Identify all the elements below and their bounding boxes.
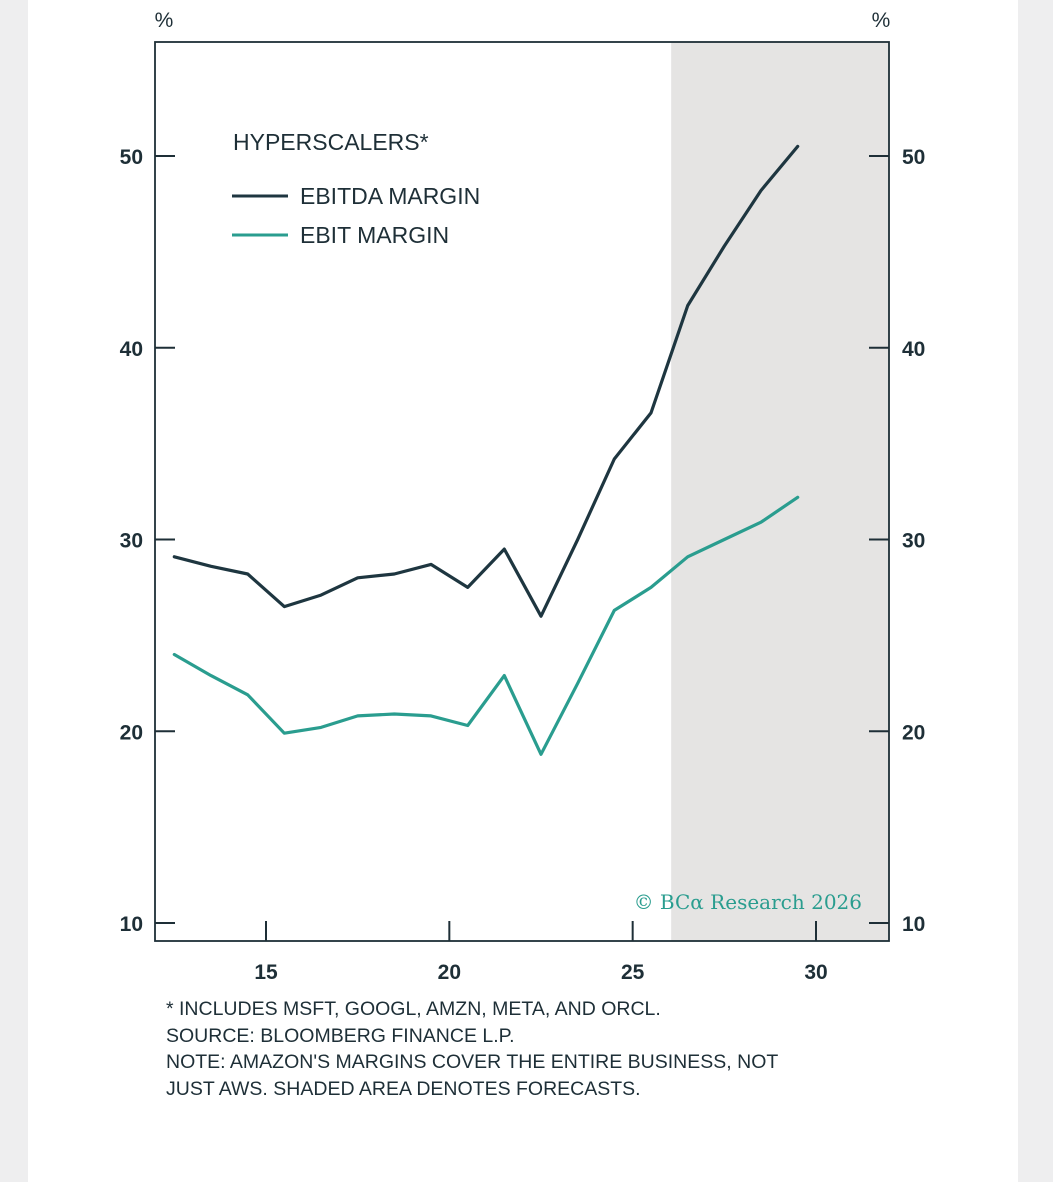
y-tick-label-right-30: 30 (902, 530, 925, 553)
copyright-watermark: © BCα Research 2026 (634, 890, 862, 914)
series-line-ebit-margin (172, 495, 800, 756)
y-tick-label-left-40: 40 (120, 338, 143, 361)
right-unit-label: % (872, 9, 891, 32)
x-tick-label-20: 20 (438, 961, 461, 984)
series-line-ebitda-margin (172, 144, 800, 618)
y-tick-label-left-20: 20 (120, 721, 143, 744)
left-unit-label: % (155, 9, 174, 32)
y-tick-label-right-40: 40 (902, 338, 925, 361)
y-tick-label-left-30: 30 (120, 530, 143, 553)
plot-frame (154, 41, 890, 942)
x-tick-label-15: 15 (254, 961, 278, 984)
note-line-source: SOURCE: BLOOMBERG FINANCE L.P. (166, 1024, 515, 1047)
forecast-shaded-area (671, 42, 889, 941)
y-tick-label-right-10: 10 (902, 913, 925, 936)
note-line-tickers: * INCLUDES MSFT, GOOGL, AMZN, META, AND … (166, 998, 661, 1020)
legend-label-ebit: EBIT MARGIN (300, 222, 449, 248)
y-tick-label-right-20: 20 (902, 721, 925, 744)
y-tick-label-left-50: 50 (120, 146, 143, 169)
note-line-amazon: NOTE: AMAZON'S MARGINS COVER THE ENTIRE … (166, 1051, 779, 1073)
note-line-shading: JUST AWS. SHADED AREA DENOTES FORECASTS. (166, 1077, 641, 1100)
y-tick-label-left-10: 10 (120, 913, 143, 936)
chart-notes: * INCLUDES MSFT, GOOGL, AMZN, META, AND … (166, 996, 886, 1102)
x-tick-label-30: 30 (804, 961, 827, 984)
y-tick-label-right-50: 50 (902, 146, 925, 169)
legend-label-ebitda: EBITDA MARGIN (300, 183, 480, 209)
x-tick-label-25: 25 (621, 961, 645, 984)
legend-title: HYPERSCALERS* (233, 129, 429, 155)
